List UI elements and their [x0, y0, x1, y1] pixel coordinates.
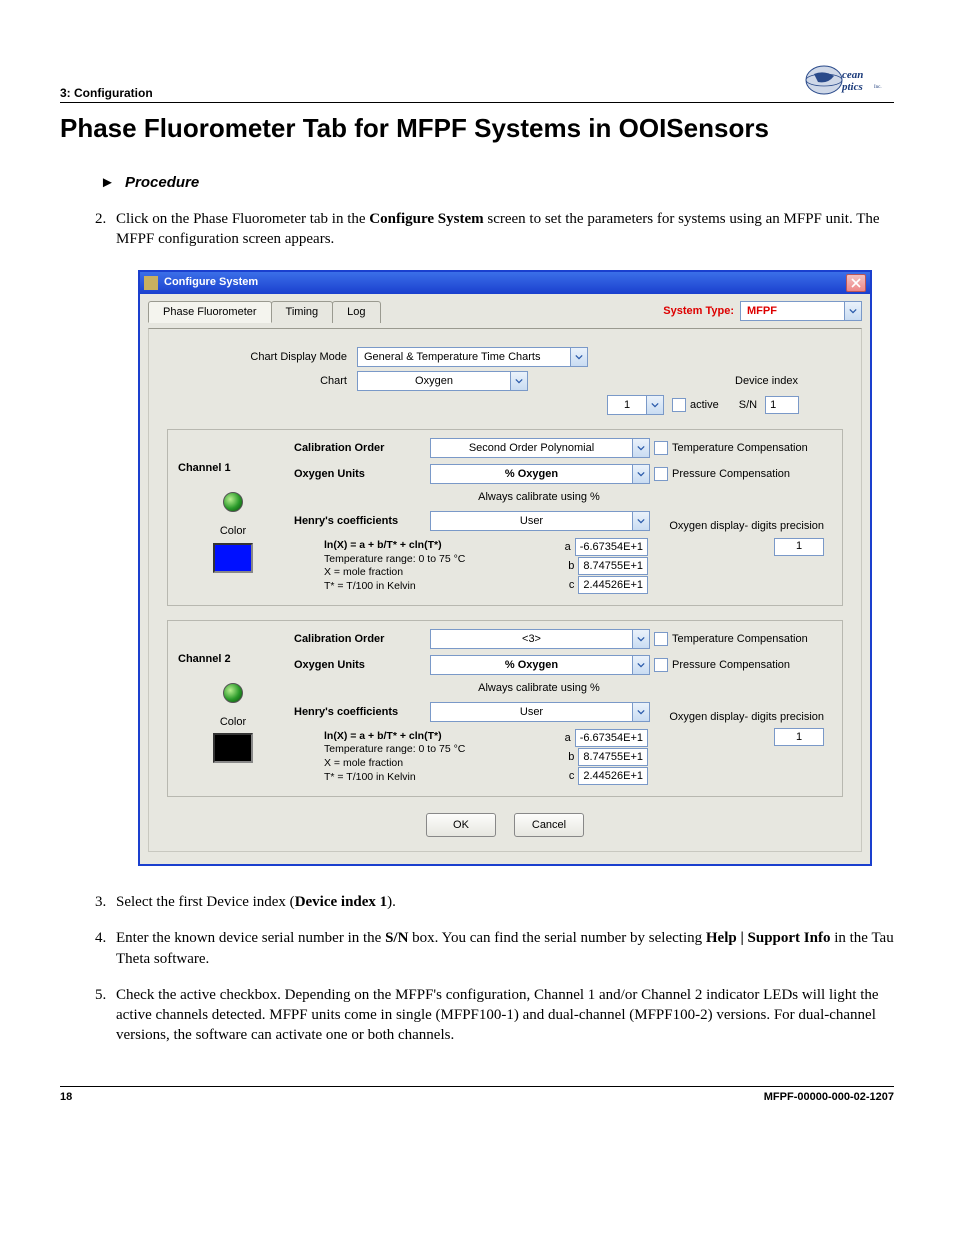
color-label: Color [220, 715, 246, 730]
step-4: Enter the known device serial number in … [110, 928, 894, 969]
channel-1-color-swatch[interactable] [213, 543, 253, 573]
app-icon [144, 276, 158, 290]
step-3: Select the first Device index (Device in… [110, 892, 894, 912]
channel-1-led-icon [223, 492, 243, 512]
page-title: Phase Fluorometer Tab for MFPF Systems i… [60, 113, 894, 144]
color-label: Color [220, 524, 246, 539]
device-index-label: Device index [618, 374, 808, 389]
channel-2-title: Channel 2 [178, 652, 231, 667]
ch2-henry-dropdown[interactable]: User [430, 702, 650, 722]
system-type-label: System Type: [663, 304, 734, 319]
configure-system-window: Configure System Phase Fluorometer Timin… [138, 270, 872, 867]
oxygen-units-label: Oxygen Units [294, 467, 424, 482]
svg-text:cean: cean [842, 69, 863, 81]
ch1-pressure-comp-checkbox[interactable]: Pressure Compensation [654, 467, 824, 482]
ch1-coef-c-input[interactable]: 2.44526E+1 [578, 576, 648, 594]
henrys-coef-label: Henry's coefficients [294, 705, 424, 720]
channel-1-panel: Channel 1 Color Calibration Order Second… [167, 429, 843, 606]
chevron-down-icon [632, 439, 649, 457]
ch2-coef-a-input[interactable]: -6.67354E+1 [575, 729, 648, 747]
chart-display-mode-label: Chart Display Mode [167, 350, 357, 365]
ch1-oxygen-units-dropdown[interactable]: % Oxygen [430, 464, 650, 484]
section-label: 3: Configuration [60, 86, 153, 100]
chevron-down-icon [646, 396, 663, 414]
ch2-coef-b-input[interactable]: 8.74755E+1 [578, 748, 648, 766]
calibration-order-label: Calibration Order [294, 441, 424, 456]
calibrate-note: Always calibrate using % [430, 681, 648, 696]
ch2-oxygen-units-dropdown[interactable]: % Oxygen [430, 655, 650, 675]
chevron-down-icon [510, 372, 527, 390]
procedure-heading: ► Procedure [100, 174, 894, 191]
svg-text:Inc.: Inc. [874, 85, 882, 90]
step-5: Check the active checkbox. Depending on … [110, 985, 894, 1046]
ocean-optics-logo: cean ptics Inc. [804, 60, 894, 100]
oxygen-units-label: Oxygen Units [294, 658, 424, 673]
close-button[interactable] [846, 274, 866, 292]
page-header: 3: Configuration cean ptics Inc. [60, 60, 894, 103]
svg-text:ptics: ptics [841, 81, 863, 93]
ch1-calibration-order-dropdown[interactable]: Second Order Polynomial [430, 438, 650, 458]
chevron-down-icon [570, 348, 587, 366]
window-titlebar: Configure System [140, 272, 870, 294]
chevron-down-icon [844, 302, 861, 320]
ch2-coef-c-input[interactable]: 2.44526E+1 [578, 767, 648, 785]
henrys-coef-label: Henry's coefficients [294, 514, 424, 529]
chevron-down-icon [632, 465, 649, 483]
ch1-coef-b-input[interactable]: 8.74755E+1 [578, 557, 648, 575]
active-checkbox[interactable]: active [672, 398, 719, 413]
chevron-down-icon [632, 512, 649, 530]
ch2-pressure-comp-checkbox[interactable]: Pressure Compensation [654, 658, 824, 673]
ch2-temp-comp-checkbox[interactable]: Temperature Compensation [654, 632, 824, 647]
system-type-dropdown[interactable]: MFPF [740, 301, 862, 321]
chart-label: Chart [167, 374, 357, 389]
ch2-calibration-order-dropdown[interactable]: <3> [430, 629, 650, 649]
precision-label: Oxygen display- digits precision [669, 519, 824, 534]
ch2-precision-input[interactable]: 1 [774, 728, 824, 746]
triangle-icon: ► [100, 174, 115, 191]
precision-label: Oxygen display- digits precision [669, 710, 824, 725]
device-index-dropdown[interactable]: 1 [607, 395, 664, 415]
ok-button[interactable]: OK [426, 813, 496, 837]
channel-2-color-swatch[interactable] [213, 733, 253, 763]
doc-number: MFPF-00000-000-02-1207 [764, 1091, 894, 1103]
chart-dropdown[interactable]: Oxygen [357, 371, 528, 391]
sn-input[interactable]: 1 [765, 396, 799, 414]
chart-display-mode-dropdown[interactable]: General & Temperature Time Charts [357, 347, 588, 367]
channel-2-panel: Channel 2 Color Calibration Order <3> Te… [167, 620, 843, 797]
ch1-temp-comp-checkbox[interactable]: Temperature Compensation [654, 441, 824, 456]
close-icon [851, 278, 861, 288]
page-footer: 18 MFPF-00000-000-02-1207 [60, 1086, 894, 1103]
cancel-button[interactable]: Cancel [514, 813, 584, 837]
sn-label: S/N [739, 398, 757, 413]
tab-timing[interactable]: Timing [271, 301, 334, 323]
tab-phase-fluorometer[interactable]: Phase Fluorometer [148, 301, 272, 324]
ch1-precision-input[interactable]: 1 [774, 538, 824, 556]
tabs-row: Phase Fluorometer Timing Log System Type… [148, 300, 862, 323]
calibration-order-label: Calibration Order [294, 632, 424, 647]
channel-1-title: Channel 1 [178, 461, 231, 476]
channel-2-led-icon [223, 683, 243, 703]
step-2: Click on the Phase Fluorometer tab in th… [110, 209, 894, 866]
chevron-down-icon [632, 703, 649, 721]
page-number: 18 [60, 1091, 72, 1103]
ch1-coef-a-input[interactable]: -6.67354E+1 [575, 538, 648, 556]
main-panel: Chart Display Mode General & Temperature… [148, 328, 862, 852]
procedure-list: Click on the Phase Fluorometer tab in th… [80, 209, 894, 1046]
calibrate-note: Always calibrate using % [430, 490, 648, 505]
chevron-down-icon [632, 656, 649, 674]
window-title: Configure System [164, 275, 258, 290]
chevron-down-icon [632, 630, 649, 648]
ch1-henry-dropdown[interactable]: User [430, 511, 650, 531]
tab-log[interactable]: Log [332, 301, 380, 323]
